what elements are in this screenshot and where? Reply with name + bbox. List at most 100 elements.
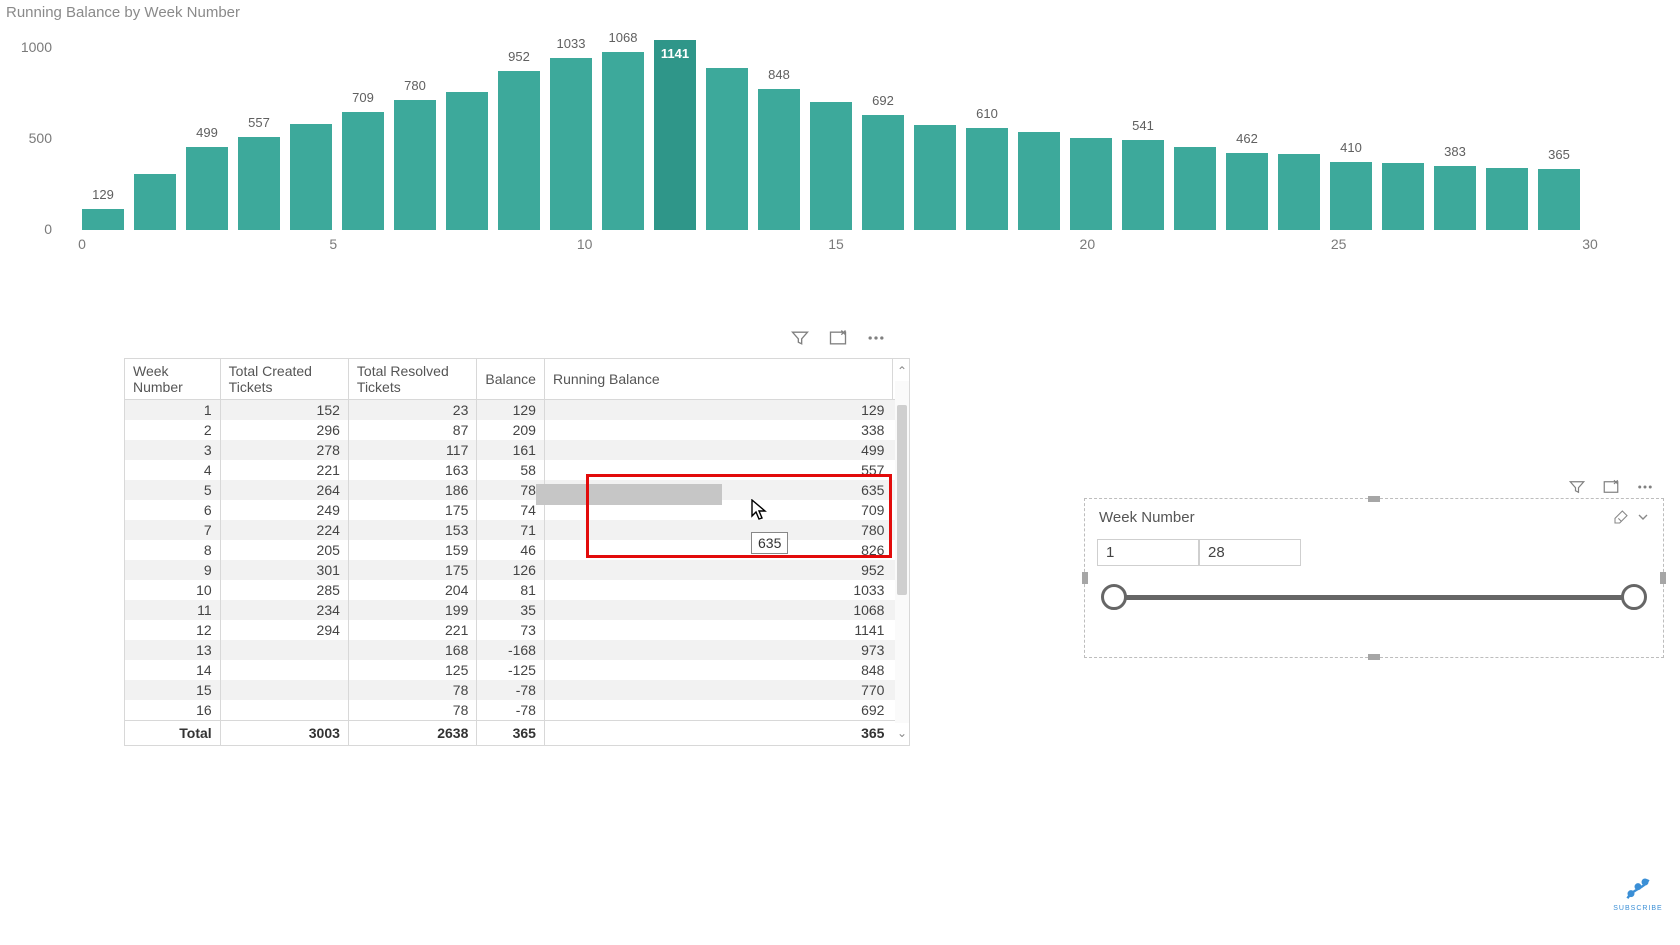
bar-week-5[interactable] — [290, 124, 332, 230]
clear-selections-icon[interactable] — [1613, 509, 1629, 528]
slicer-min-input[interactable] — [1097, 539, 1199, 566]
table-cell[interactable]: 1033 — [544, 580, 892, 600]
column-header[interactable]: Running Balance — [544, 359, 892, 400]
selection-handle-bottom[interactable] — [1368, 654, 1380, 660]
selection-handle-left[interactable] — [1082, 572, 1088, 584]
table-cell[interactable]: 15 — [125, 680, 220, 700]
table-cell[interactable]: 73 — [477, 620, 545, 640]
table-cell[interactable]: 9 — [125, 560, 220, 580]
table-cell[interactable]: 1 — [125, 400, 220, 421]
table-cell[interactable]: 301 — [220, 560, 348, 580]
bar-week-7[interactable]: 780 — [394, 100, 436, 230]
bar-week-27[interactable]: 383 — [1434, 166, 1476, 230]
bar-week-13[interactable] — [706, 68, 748, 230]
table-cell[interactable]: 87 — [348, 420, 476, 440]
table-cell[interactable]: 780 — [544, 520, 892, 540]
table-cell[interactable]: 152 — [220, 400, 348, 421]
table-cell[interactable]: 71 — [477, 520, 545, 540]
chart-plot-area[interactable]: 1294995577097809521033106811418486926105… — [62, 30, 1650, 230]
table-row[interactable]: 11234199351068 — [125, 600, 909, 620]
filter-icon[interactable] — [790, 328, 810, 348]
table-cell[interactable]: 199 — [348, 600, 476, 620]
table-cell[interactable]: 205 — [220, 540, 348, 560]
table-cell[interactable]: 163 — [348, 460, 476, 480]
table-cell[interactable]: 6 — [125, 500, 220, 520]
table-row[interactable]: 1678-78692 — [125, 700, 909, 721]
table-cell[interactable] — [220, 640, 348, 660]
table-cell[interactable]: 12 — [125, 620, 220, 640]
bar-week-15[interactable] — [810, 102, 852, 230]
filter-icon[interactable] — [1568, 478, 1586, 499]
table-cell[interactable]: 117 — [348, 440, 476, 460]
scrollbar-track[interactable] — [895, 381, 909, 723]
table-cell[interactable] — [220, 680, 348, 700]
table-cell[interactable]: 224 — [220, 520, 348, 540]
bar-week-19[interactable] — [1018, 132, 1060, 230]
table-cell[interactable] — [220, 660, 348, 680]
table-row[interactable]: 3278117161499 — [125, 440, 909, 460]
table-cell[interactable]: 3 — [125, 440, 220, 460]
data-table[interactable]: Week NumberTotal Created TicketsTotal Re… — [124, 358, 910, 746]
bar-week-18[interactable]: 610 — [966, 128, 1008, 230]
table-row[interactable]: 10285204811033 — [125, 580, 909, 600]
table-row[interactable]: 9301175126952 — [125, 560, 909, 580]
table-cell[interactable]: 692 — [544, 700, 892, 721]
table-cell[interactable]: 770 — [544, 680, 892, 700]
bar-week-26[interactable] — [1382, 163, 1424, 230]
table-cell[interactable]: 175 — [348, 560, 476, 580]
more-options-icon[interactable] — [1636, 478, 1654, 499]
slider-thumb-max[interactable] — [1621, 584, 1647, 610]
selection-handle-top[interactable] — [1368, 496, 1380, 502]
table-cell[interactable]: 221 — [220, 460, 348, 480]
focus-mode-icon[interactable] — [828, 328, 848, 348]
table-cell[interactable]: 153 — [348, 520, 476, 540]
table-cell[interactable]: 35 — [477, 600, 545, 620]
table-cell[interactable]: 249 — [220, 500, 348, 520]
bar-week-11[interactable]: 1068 — [602, 52, 644, 230]
bar-week-14[interactable]: 848 — [758, 89, 800, 230]
table-cell[interactable]: 1068 — [544, 600, 892, 620]
table-cell[interactable]: 557 — [544, 460, 892, 480]
table-cell[interactable]: 264 — [220, 480, 348, 500]
bar-week-8[interactable] — [446, 92, 488, 230]
table-row[interactable]: 422116358557 — [125, 460, 909, 480]
table-cell[interactable]: 129 — [477, 400, 545, 421]
slicer-max-input[interactable] — [1199, 539, 1301, 566]
table-row[interactable]: 722415371780 — [125, 520, 909, 540]
table-row[interactable]: 1578-78770 — [125, 680, 909, 700]
table-cell[interactable]: 2 — [125, 420, 220, 440]
table-cell[interactable]: 285 — [220, 580, 348, 600]
table-cell[interactable]: 78 — [477, 480, 545, 500]
week-number-slicer[interactable]: Week Number — [1084, 498, 1664, 658]
slider-track[interactable] — [1113, 595, 1635, 600]
table-cell[interactable]: 126 — [477, 560, 545, 580]
table-row[interactable]: 14125-125848 — [125, 660, 909, 680]
table-cell[interactable]: 46 — [477, 540, 545, 560]
table-cell[interactable]: 129 — [544, 400, 892, 421]
bar-week-25[interactable]: 410 — [1330, 162, 1372, 230]
table-cell[interactable]: 81 — [477, 580, 545, 600]
table-cell[interactable]: 14 — [125, 660, 220, 680]
table-row[interactable]: 526418678635 — [125, 480, 909, 500]
bar-week-23[interactable]: 462 — [1226, 153, 1268, 230]
table-cell[interactable]: 159 — [348, 540, 476, 560]
bar-week-17[interactable] — [914, 125, 956, 230]
table-cell[interactable]: 209 — [477, 420, 545, 440]
table-row[interactable]: 12294221731141 — [125, 620, 909, 640]
selection-handle-right[interactable] — [1660, 572, 1666, 584]
table-cell[interactable]: -125 — [477, 660, 545, 680]
table-cell[interactable]: 338 — [544, 420, 892, 440]
table-cell[interactable]: -168 — [477, 640, 545, 660]
column-header[interactable]: Week Number — [125, 359, 220, 400]
bar-week-9[interactable]: 952 — [498, 71, 540, 230]
scroll-down-arrow[interactable]: ⌄ — [895, 725, 909, 741]
table-cell[interactable]: 278 — [220, 440, 348, 460]
table-cell[interactable]: 5 — [125, 480, 220, 500]
scroll-up-arrow[interactable]: ⌃ — [895, 363, 909, 379]
bar-week-28[interactable] — [1486, 168, 1528, 230]
table-cell[interactable]: 952 — [544, 560, 892, 580]
column-header[interactable]: Balance — [477, 359, 545, 400]
table-cell[interactable]: 296 — [220, 420, 348, 440]
bar-week-21[interactable]: 541 — [1122, 140, 1164, 230]
bar-week-20[interactable] — [1070, 138, 1112, 230]
